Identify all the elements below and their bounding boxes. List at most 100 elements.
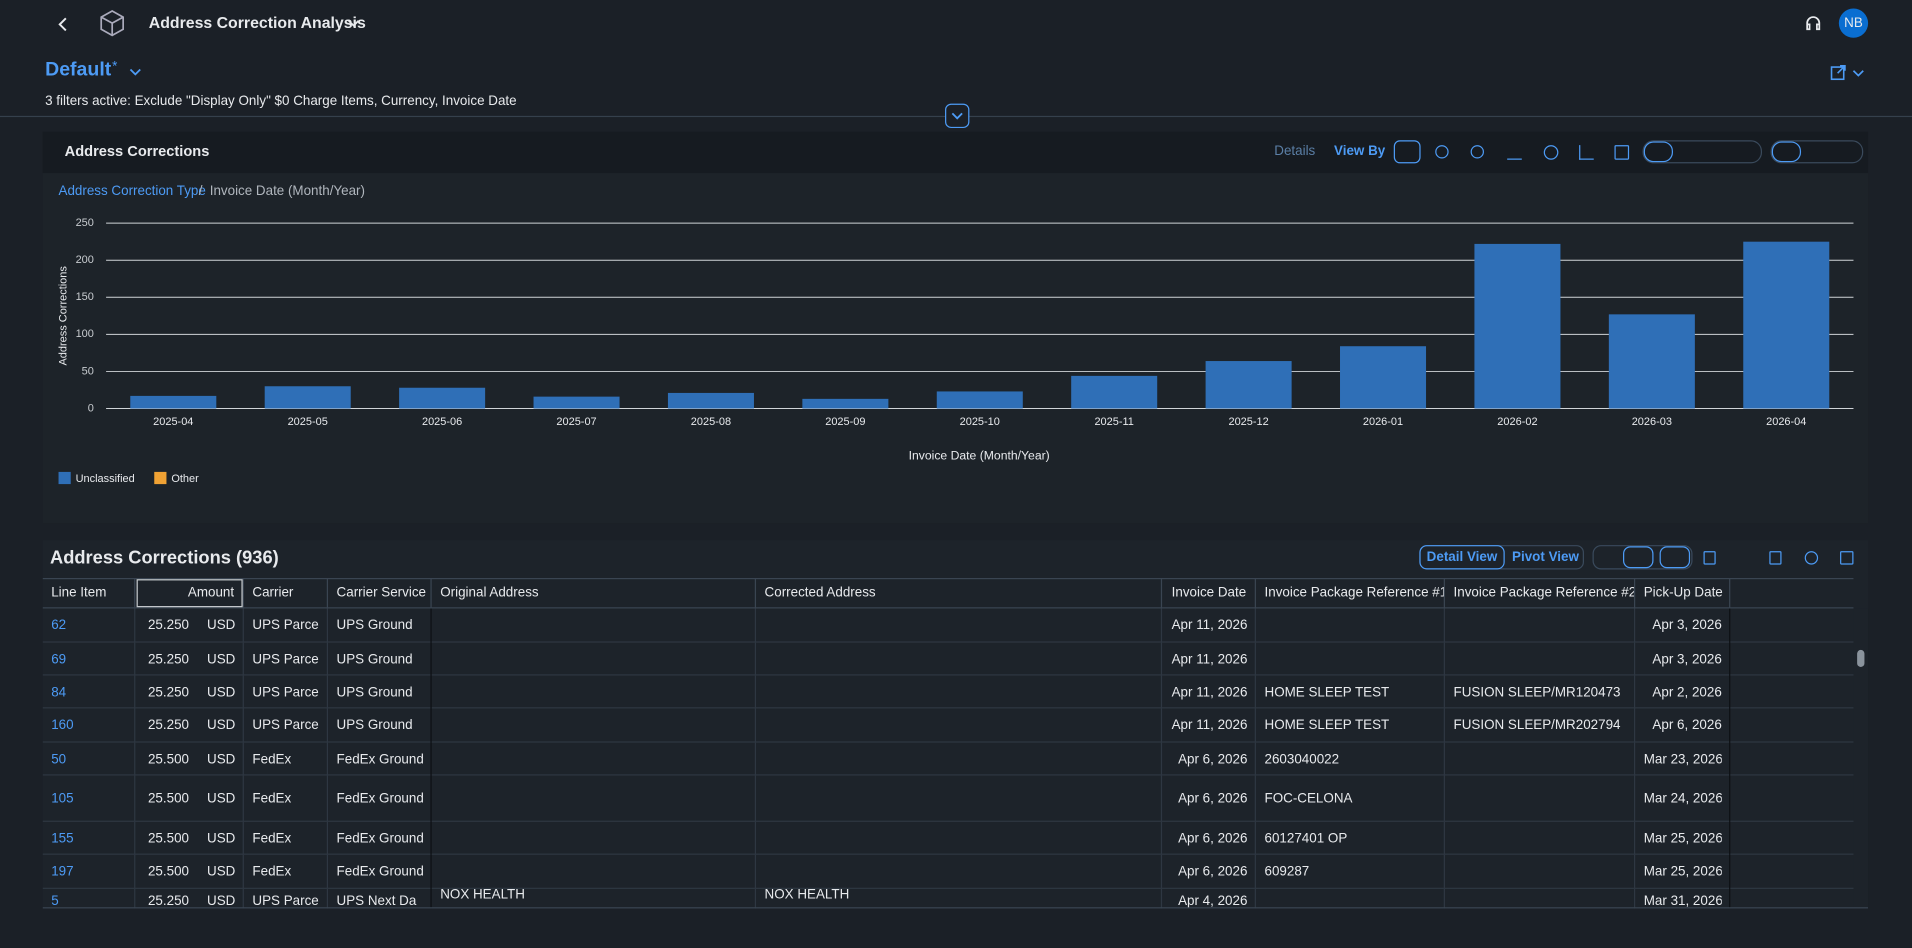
- cell-border: [1633, 608, 1636, 643]
- x-tick-label: 2026-04: [1766, 416, 1806, 428]
- cell-border: [134, 888, 136, 909]
- cell-border: [1633, 888, 1636, 909]
- cell-border: [754, 742, 757, 776]
- cell-border: [1729, 708, 1731, 743]
- cell-border: [326, 642, 329, 676]
- hide-toggle[interactable]: [1623, 546, 1654, 569]
- column-header[interactable]: Carrier: [244, 577, 329, 609]
- table-toggle[interactable]: [1393, 140, 1421, 164]
- cell-border: [326, 708, 329, 743]
- chart-panel-header: [42, 131, 1869, 174]
- y-tick-label: 100: [76, 328, 94, 340]
- view-by-button[interactable]: View By: [1334, 143, 1386, 159]
- export[interactable]: [1769, 551, 1782, 565]
- column-header[interactable]: Invoice Date: [1162, 577, 1256, 609]
- column-header[interactable]: Carrier Service: [328, 577, 432, 609]
- download[interactable]: [1507, 145, 1522, 160]
- title-menu[interactable]: [346, 16, 361, 31]
- column-header[interactable]: Invoice Package Reference #2: [1445, 577, 1636, 609]
- cell-border: [134, 675, 136, 709]
- amount: 25.250: [147, 893, 190, 909]
- line-item-link[interactable]: 69: [51, 651, 67, 667]
- details-button[interactable]: Details: [1274, 143, 1316, 159]
- table-fullscreen[interactable]: [1840, 551, 1854, 565]
- line-item-link[interactable]: 62: [51, 618, 67, 633]
- settings[interactable]: [1543, 145, 1559, 160]
- cell-border: [326, 742, 329, 776]
- user-avatar[interactable]: NB: [1838, 8, 1869, 38]
- zoom-in[interactable]: [1435, 145, 1449, 159]
- x-tick-label: 2025-10: [960, 416, 1000, 428]
- column-header[interactable]: Corrected Address: [756, 577, 1163, 609]
- cell-border: [134, 708, 136, 743]
- cell-text: 60127401 OP: [1264, 831, 1348, 846]
- column-header[interactable]: Amount: [135, 577, 244, 609]
- cell-border: [1160, 775, 1163, 822]
- column-header[interactable]: Original Address: [432, 577, 757, 609]
- bar: [1608, 314, 1695, 409]
- scrollbar[interactable]: [1853, 608, 1869, 909]
- currency: USD: [207, 618, 236, 633]
- pivot-view-button[interactable]: Pivot View: [1512, 549, 1579, 565]
- column-header[interactable]: Line Item: [43, 577, 136, 609]
- cell-text: Mar 25, 2026: [1643, 864, 1722, 880]
- support-icon[interactable]: [1803, 13, 1823, 33]
- cell-text: Apr 6, 2026: [1652, 718, 1722, 733]
- split-toggle[interactable]: [1659, 546, 1691, 569]
- breadcrumb-link[interactable]: Address Correction Type: [59, 183, 206, 198]
- zoom-out[interactable]: [1470, 145, 1484, 159]
- variant-menu[interactable]: [128, 65, 143, 80]
- currency: USD: [207, 893, 236, 909]
- cell-border: [754, 775, 757, 822]
- layout-1[interactable]: [1771, 141, 1802, 163]
- line-item-link[interactable]: 5: [51, 893, 59, 909]
- detail-view-button[interactable]: Detail View: [1419, 545, 1505, 570]
- column-header[interactable]: Invoice Package Reference #1: [1256, 577, 1445, 609]
- line-item-link[interactable]: 197: [51, 864, 74, 880]
- cell-text: FOC-CELONA: [1264, 791, 1353, 807]
- column-header[interactable]: Pick-Up Date: [1635, 577, 1731, 609]
- cell-text: FUSION SLEEP/MR120473: [1453, 684, 1621, 700]
- cell-border: [1633, 775, 1636, 822]
- x-tick-label: 2025-12: [1228, 416, 1268, 428]
- currency: USD: [207, 831, 236, 846]
- line-item-link[interactable]: 84: [51, 684, 67, 700]
- cell-border: [1633, 675, 1636, 709]
- cell-border: [1254, 608, 1256, 643]
- collapse-header[interactable]: [945, 103, 970, 129]
- y-tick-label: 150: [76, 291, 94, 303]
- table-row: [42, 643, 1854, 676]
- back-button[interactable]: [54, 15, 74, 35]
- chart-view-1[interactable]: [1643, 141, 1674, 163]
- variant-name[interactable]: Default: [45, 59, 112, 81]
- cell-text: 2603040022: [1264, 751, 1340, 767]
- table-row: [42, 608, 1854, 643]
- line-item-link[interactable]: 105: [51, 791, 74, 807]
- chart-type[interactable]: [1579, 145, 1594, 160]
- cell-border: [1160, 742, 1163, 776]
- cell-border: [1254, 742, 1256, 776]
- amount: 25.250: [147, 684, 190, 700]
- address-text: NOX HEALTH: [764, 887, 850, 903]
- cell-border: [134, 821, 136, 855]
- currency: USD: [207, 684, 236, 700]
- bar: [533, 396, 620, 409]
- copy-menu[interactable]: [1703, 551, 1716, 565]
- bar: [936, 391, 1023, 409]
- cell-text: UPS Parcel: [252, 684, 320, 700]
- fullscreen[interactable]: [1614, 145, 1630, 160]
- cell-border: [1443, 854, 1445, 889]
- scroll-thumb[interactable]: [1857, 649, 1865, 668]
- cell-border: [430, 888, 432, 909]
- table-settings[interactable]: [1804, 551, 1819, 565]
- app-title[interactable]: Address Correction Analysis: [148, 13, 366, 32]
- cell-border: [1633, 708, 1636, 743]
- cell-text: Apr 4, 2026: [1178, 893, 1248, 909]
- line-item-link[interactable]: 160: [51, 718, 74, 733]
- share-menu[interactable]: [1829, 63, 1868, 83]
- amount: 25.250: [147, 651, 190, 667]
- cell-border: [242, 888, 244, 909]
- line-item-link[interactable]: 155: [51, 831, 74, 846]
- line-item-link[interactable]: 50: [51, 751, 67, 767]
